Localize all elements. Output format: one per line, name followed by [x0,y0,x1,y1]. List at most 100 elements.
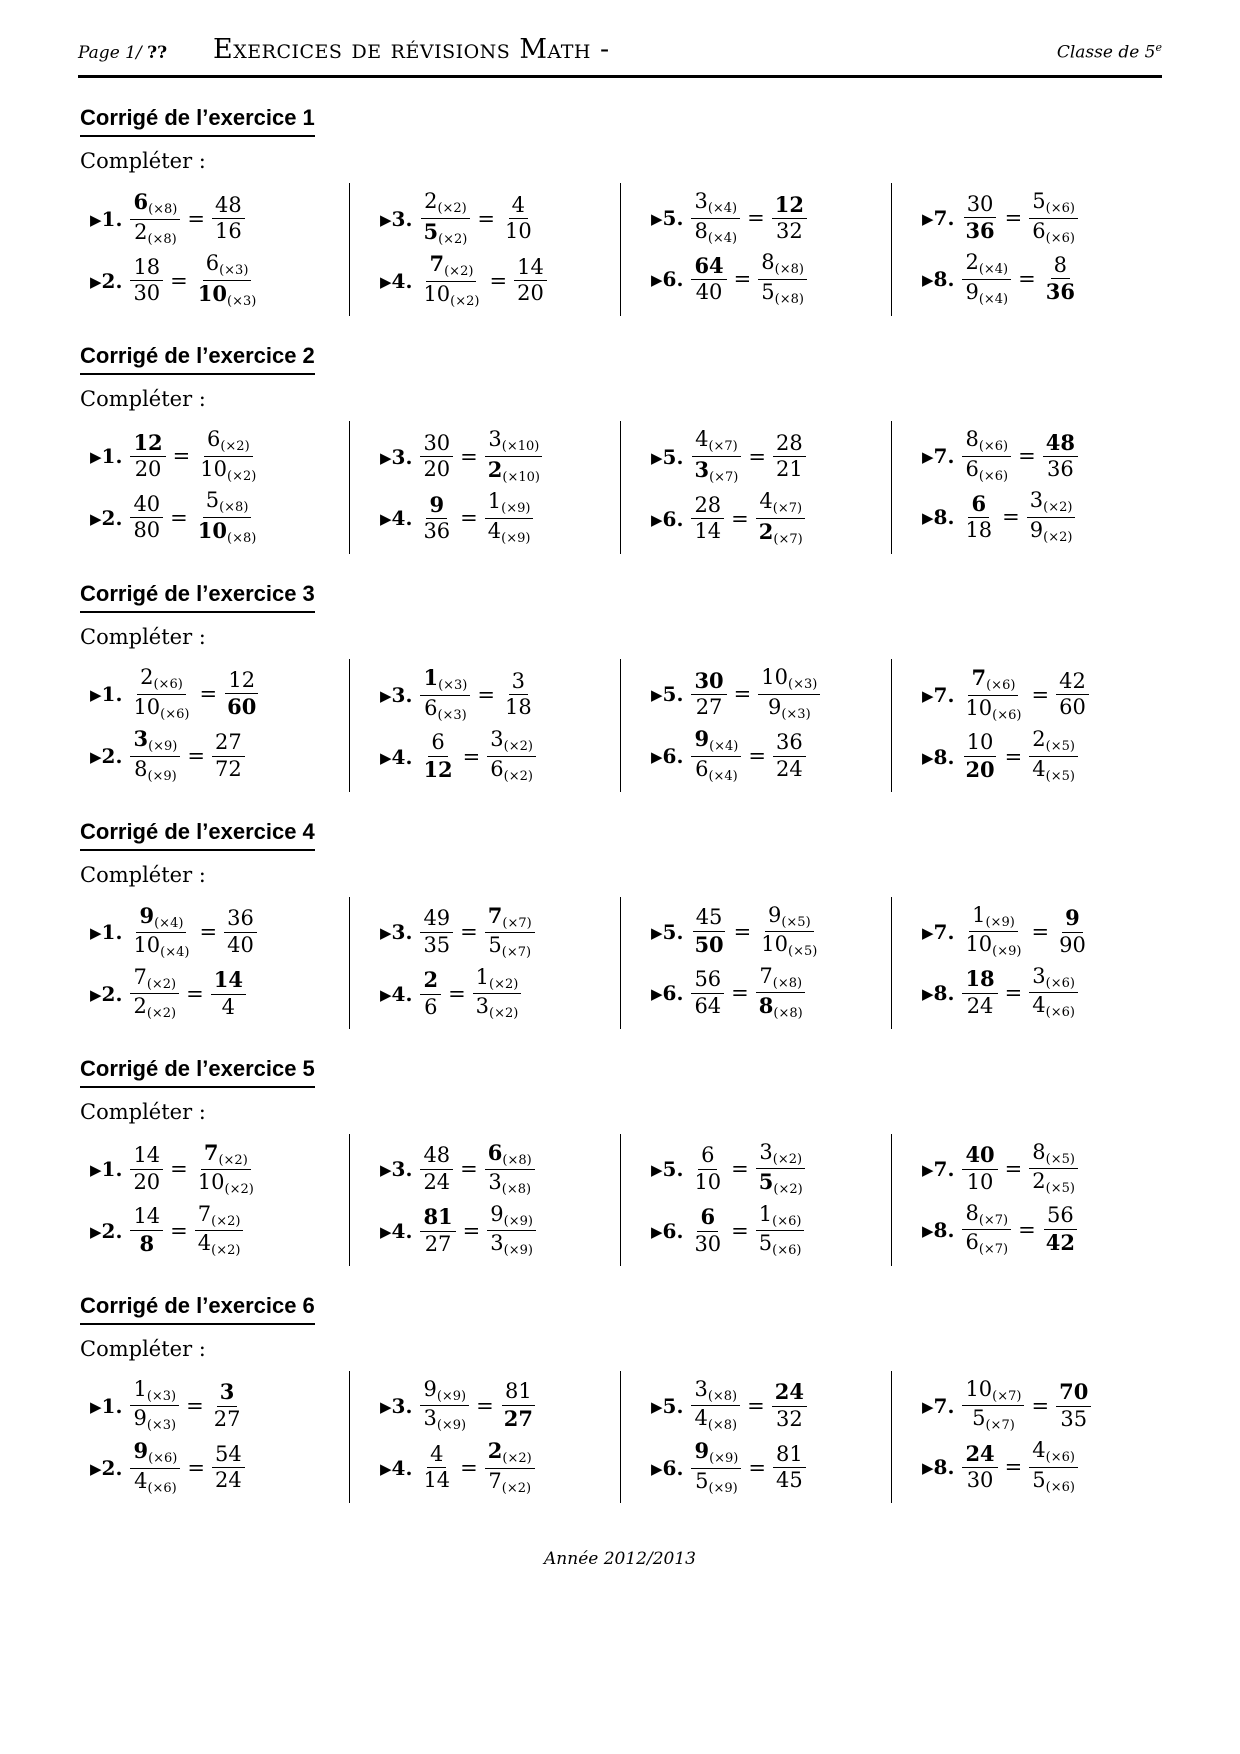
fraction-numerator-value: 64 [694,252,724,278]
fraction-numerator-value: 9 [694,726,710,752]
equals-sign: = [731,1218,749,1243]
multiplier-subscript: (×7) [992,1388,1022,1404]
fraction-numerator: 49 [420,906,454,933]
fraction: 1(×6) 5(×6) [755,1202,805,1259]
triangle-bullet-icon: ▶ [90,210,102,229]
exercise-item: ▶2. 18 30 = 6(×3) 10(×3) [90,251,345,309]
fraction-numerator: 70 [1056,1379,1092,1407]
fraction-numerator: 6(×8) [484,1140,535,1171]
exercise-item: ▶3. 2(×2) 5(×2) = 4 10 [380,189,616,247]
item-marker: ▶4. [380,268,413,293]
exercise-item: ▶7. 30 36 = 5(×6) 6(×6) [922,189,1158,246]
equals-sign: = [170,505,188,530]
fraction: 9(×4) 6(×4) [691,726,742,784]
fraction: 9 36 [420,493,453,544]
exercise-item: ▶8. 6 18 = 3(×2) 9(×2) [922,489,1158,545]
fraction-denominator: 90 [1056,933,1089,958]
exercise-item: ▶6. 64 40 = 8(×8) 5(×8) [651,250,887,307]
fraction-denominator: 10 [502,219,535,244]
fraction-numerator-value: 3 [1029,488,1044,513]
equals-sign: = [462,1218,481,1243]
exercise-item: ▶3. 49 35 = 7(×7) 5(×7) [380,903,616,961]
fraction-denominator: 20 [420,457,453,482]
fraction: 6(×8) 2(×8) [130,190,181,248]
multiplier-subscript: (×2) [502,1451,532,1467]
item-marker: ▶4. [380,1455,413,1480]
grid-column: ▶3. 49 35 = 7(×7) 5(×7) ▶4. 2 6 = 1(×2) 3(×2) [349,896,620,1029]
fraction-numerator-value: 81 [423,1204,453,1230]
fraction-denominator: 2(×8) [131,220,180,248]
fraction-numerator-value: 3 [219,1379,235,1405]
fraction-numerator-value: 5 [1032,189,1046,213]
fraction-numerator-value: 3 [490,727,504,752]
fraction-denominator-value: 10 [694,1169,722,1194]
triangle-bullet-icon: ▶ [651,686,663,705]
fraction-denominator-value: 7 [488,1468,502,1493]
equals-sign: = [731,981,749,1006]
fraction-denominator-value: 5 [1032,1467,1046,1492]
multiplier-subscript: (×8) [148,202,178,217]
exercise-item: ▶8. 8(×7) 6(×7) = 56 42 [922,1201,1158,1258]
fraction-numerator: 5(×6) [1029,189,1078,219]
fraction-denominator-value: 12 [423,756,453,782]
multiplier-subscript: (×8) [707,1418,738,1434]
fraction-numerator-value: 3 [133,726,149,752]
exercise-item: ▶1. 6(×8) 2(×8) = 48 16 [90,190,345,247]
item-marker: ▶6. [651,506,684,531]
multiplier-subscript: (×7) [978,1242,1009,1258]
triangle-bullet-icon: ▶ [90,1459,102,1478]
triangle-bullet-icon: ▶ [651,985,663,1004]
item-marker: ▶4. [380,506,413,531]
fraction-numerator-value: 7 [971,665,987,691]
fraction-numerator-value: 12 [774,191,804,217]
triangle-bullet-icon: ▶ [651,923,663,942]
fraction-denominator: 40 [224,933,257,958]
fraction-denominator-value: 8 [694,218,708,243]
fraction-denominator-value: 20 [423,457,451,482]
item-marker: ▶2. [90,1455,123,1480]
fraction-denominator-value: 24 [775,756,803,781]
triangle-bullet-icon: ▶ [90,272,102,291]
fraction: 1(×9) 4(×9) [484,490,534,546]
item-marker: ▶7. [922,444,955,469]
fraction-numerator: 9(×9) [691,1439,742,1469]
equals-sign: = [1004,980,1023,1005]
fraction-numerator: 24 [771,1380,807,1407]
fraction-numerator-value: 2 [487,1438,503,1464]
item-marker: ▶1. [90,206,123,231]
fraction-numerator: 6(×3) [202,251,252,281]
fraction-denominator-value: 9 [1029,517,1044,542]
fraction-denominator-value: 2 [1032,1169,1046,1194]
fraction-denominator-value: 4 [221,994,236,1019]
multiplier-subscript: (×2) [503,769,533,785]
fraction-denominator-value: 8 [134,757,148,782]
equals-sign: = [199,682,218,707]
exercise-item: ▶5. 4(×7) 3(×7) = 28 21 [651,427,887,485]
multiplier-subscript: (×4) [709,739,739,755]
fraction-denominator: 30 [691,1232,724,1257]
item-marker: ▶5. [651,919,684,944]
multiplier-subscript: (×8) [501,1182,532,1198]
triangle-bullet-icon: ▶ [922,748,934,767]
fraction-numerator-value: 48 [423,1143,451,1168]
fraction-denominator-value: 45 [775,1468,803,1493]
multiplier-subscript: (×5) [1045,1181,1075,1197]
equals-sign: = [748,744,766,769]
fraction-denominator-value: 27 [695,695,723,720]
fraction-denominator-value: 4 [694,1406,708,1431]
multiplier-subscript: (×7) [502,915,532,931]
exercise-grid: ▶1. 2(×6) 10(×6) = 12 60 ▶2. 3(×9) 8(×9) = 27 72 ▶3.… [78,659,1162,792]
exercise-section: Corrigé de l’exercice 3 Compléter : ▶1. 2(×… [78,581,1162,792]
fraction-numerator: 3(×9) [130,726,181,758]
fraction-numerator: 1(×3) [420,666,471,696]
fraction-numerator-value: 70 [1059,1379,1089,1405]
fraction-denominator: 24 [964,994,997,1019]
fraction-denominator-value: 16 [214,219,242,244]
fraction-denominator-value: 60 [227,694,257,720]
exercise-item: ▶1. 2(×6) 10(×6) = 12 60 [90,666,345,722]
item-marker: ▶6. [651,1218,684,1243]
fraction: 14 20 [130,1144,164,1194]
exercise-item: ▶7. 40 10 = 8(×5) 2(×5) [922,1140,1158,1197]
fraction-denominator: 36 [1043,279,1078,305]
item-marker: ▶2. [90,744,123,769]
